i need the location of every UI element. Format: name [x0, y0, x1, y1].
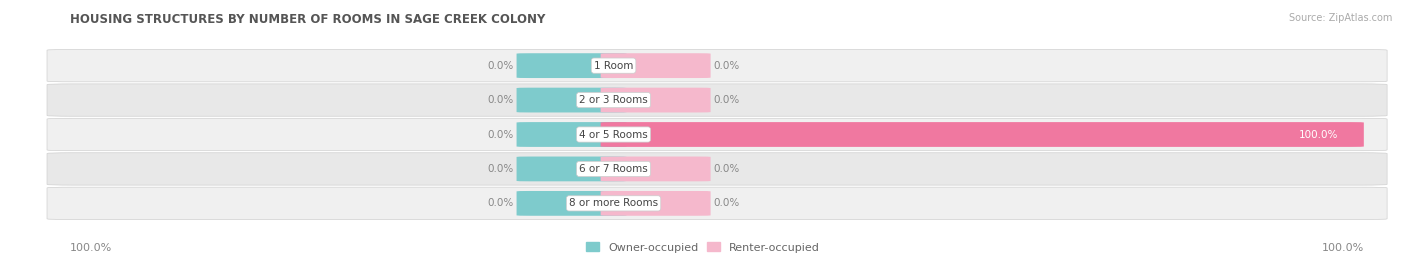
Text: Source: ZipAtlas.com: Source: ZipAtlas.com: [1288, 13, 1392, 23]
FancyBboxPatch shape: [46, 49, 1388, 82]
Text: 6 or 7 Rooms: 6 or 7 Rooms: [579, 164, 648, 174]
FancyBboxPatch shape: [516, 191, 627, 216]
Text: 0.0%: 0.0%: [713, 61, 740, 71]
Text: HOUSING STRUCTURES BY NUMBER OF ROOMS IN SAGE CREEK COLONY: HOUSING STRUCTURES BY NUMBER OF ROOMS IN…: [70, 13, 546, 26]
FancyBboxPatch shape: [600, 191, 710, 216]
Text: 0.0%: 0.0%: [713, 95, 740, 105]
Text: 100.0%: 100.0%: [1299, 129, 1339, 140]
FancyBboxPatch shape: [516, 53, 627, 78]
FancyBboxPatch shape: [46, 84, 1388, 116]
Text: 2 or 3 Rooms: 2 or 3 Rooms: [579, 95, 648, 105]
Text: 0.0%: 0.0%: [488, 95, 515, 105]
Text: 100.0%: 100.0%: [1322, 243, 1364, 253]
Text: 4 or 5 Rooms: 4 or 5 Rooms: [579, 129, 648, 140]
Text: 0.0%: 0.0%: [488, 61, 515, 71]
FancyBboxPatch shape: [46, 118, 1388, 151]
FancyBboxPatch shape: [516, 122, 627, 147]
Text: 0.0%: 0.0%: [713, 164, 740, 174]
FancyBboxPatch shape: [516, 88, 627, 112]
FancyBboxPatch shape: [600, 157, 710, 181]
FancyBboxPatch shape: [46, 187, 1388, 220]
FancyBboxPatch shape: [600, 122, 1364, 147]
Text: 8 or more Rooms: 8 or more Rooms: [569, 198, 658, 208]
FancyBboxPatch shape: [516, 157, 627, 181]
Text: 0.0%: 0.0%: [488, 198, 515, 208]
FancyBboxPatch shape: [600, 88, 710, 112]
Text: 0.0%: 0.0%: [488, 129, 515, 140]
Text: 100.0%: 100.0%: [70, 243, 112, 253]
Legend: Owner-occupied, Renter-occupied: Owner-occupied, Renter-occupied: [586, 242, 820, 253]
Text: 0.0%: 0.0%: [488, 164, 515, 174]
FancyBboxPatch shape: [46, 153, 1388, 185]
FancyBboxPatch shape: [600, 53, 710, 78]
Text: 1 Room: 1 Room: [593, 61, 633, 71]
Text: 0.0%: 0.0%: [713, 198, 740, 208]
